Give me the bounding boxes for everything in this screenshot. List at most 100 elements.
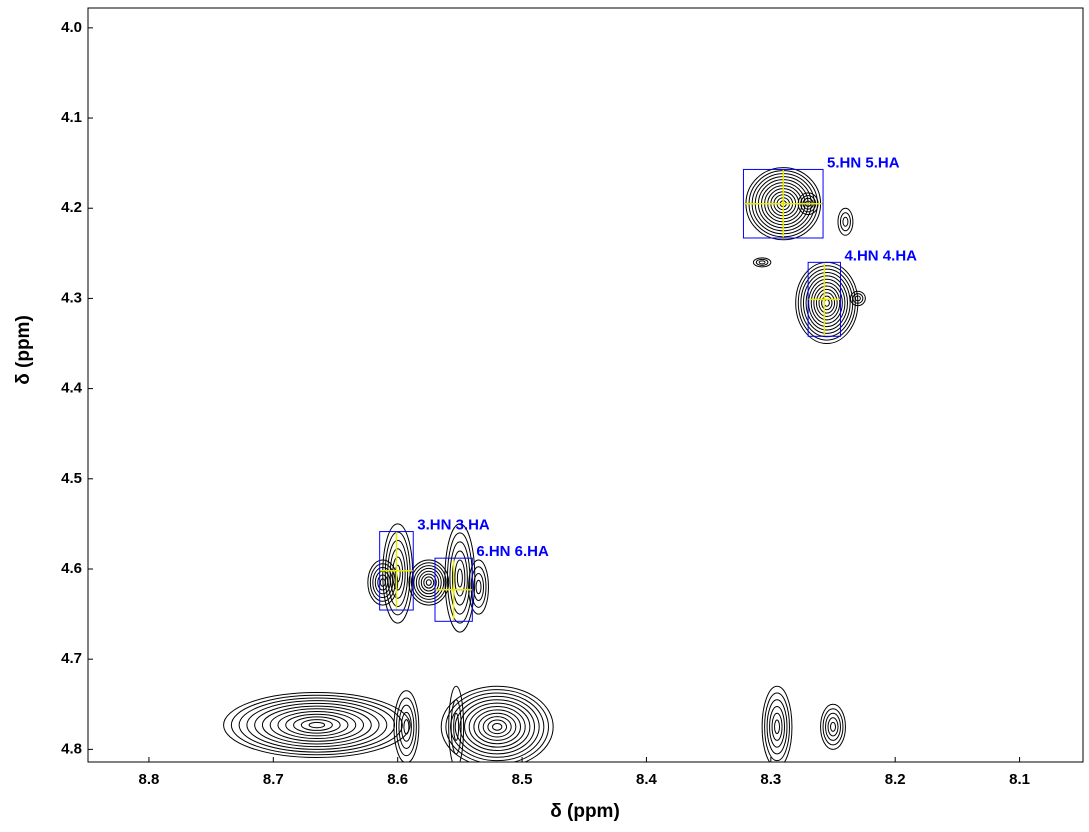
- contour-ring: [839, 212, 851, 232]
- contour: [408, 559, 450, 606]
- y-tick-label: 4.0: [61, 19, 82, 36]
- contour: [795, 261, 859, 345]
- contour-ring: [367, 559, 399, 606]
- contour-ring: [810, 282, 843, 324]
- contour-ring: [802, 271, 851, 334]
- contour: [444, 523, 476, 633]
- x-tick-label: 8.7: [263, 771, 284, 788]
- contour: [468, 559, 489, 615]
- y-tick-label: 4.8: [61, 740, 82, 757]
- peak-label: 6.HN 6.HA: [476, 543, 549, 560]
- contour-ring: [448, 685, 465, 762]
- contour-ring: [758, 260, 766, 265]
- contour-ring: [415, 567, 442, 598]
- contour-ring: [849, 290, 866, 307]
- x-tick-label: 8.1: [1009, 771, 1030, 788]
- y-tick-label: 4.7: [61, 650, 82, 667]
- contour-ring: [769, 706, 785, 748]
- contour-ring: [451, 550, 468, 606]
- contour-ring: [418, 570, 440, 595]
- x-axis-label: δ (ppm): [550, 801, 620, 822]
- peak-box: [742, 168, 824, 239]
- x-tick-label: 8.8: [139, 771, 160, 788]
- contour-ring: [837, 207, 854, 236]
- contour-ring: [384, 531, 411, 616]
- contour-ring: [408, 559, 450, 606]
- contour-ring: [377, 574, 389, 591]
- contour-ring: [392, 556, 404, 591]
- contour-ring: [454, 559, 466, 597]
- x-tick-label: 8.6: [387, 771, 408, 788]
- contour-ring: [372, 566, 394, 599]
- contour-ring: [813, 285, 841, 321]
- contour-ring: [445, 689, 549, 762]
- contour-ring: [464, 702, 531, 752]
- contour-ring: [403, 719, 410, 735]
- y-tick-label: 4.4: [61, 380, 83, 397]
- contour-ring: [400, 711, 412, 742]
- contour-ring: [285, 713, 349, 737]
- contour-ring: [246, 700, 388, 750]
- contour-ring: [482, 716, 512, 738]
- contour: [752, 257, 772, 268]
- contour: [367, 559, 399, 606]
- y-tick-label: 4.1: [61, 109, 82, 126]
- contour-ring: [456, 568, 463, 588]
- contour-ring: [821, 295, 833, 311]
- contour-ring: [269, 708, 364, 742]
- contour-ring: [369, 563, 396, 602]
- peak-label: 3.HN 3.HA: [417, 517, 490, 534]
- contour-ring: [774, 719, 781, 735]
- x-tick-label: 8.3: [760, 771, 781, 788]
- contour-ring: [830, 721, 836, 732]
- contour-ring: [808, 278, 846, 328]
- contour: [849, 290, 866, 307]
- y-tick-label: 4.3: [61, 289, 82, 306]
- contour-ring: [852, 293, 864, 304]
- contour-ring: [300, 719, 333, 731]
- contour-ring: [487, 719, 508, 735]
- y-tick-label: 4.2: [61, 199, 82, 216]
- contour-ring: [395, 697, 417, 757]
- contour-ring: [478, 712, 517, 741]
- contour-ring: [473, 709, 522, 745]
- peak-box: [379, 531, 414, 611]
- contour-ring: [450, 692, 545, 762]
- contour-ring: [854, 295, 861, 302]
- y-tick-label: 4.5: [61, 470, 82, 487]
- contour-ring: [293, 716, 341, 734]
- contour-ring: [398, 704, 415, 749]
- contour-ring: [827, 717, 839, 737]
- contour-ring: [277, 710, 357, 740]
- contour-ring: [261, 705, 372, 745]
- contour-ring: [238, 697, 396, 753]
- contour-ring: [453, 712, 460, 741]
- contour-ring: [393, 690, 420, 762]
- plot-frame: [87, 7, 1084, 763]
- contour-ring: [468, 559, 489, 615]
- contour-ring: [825, 712, 841, 741]
- contour-ring: [795, 261, 859, 345]
- contour-ring: [454, 695, 540, 758]
- plot-area: 5.HN 5.HA 4.HN 4.HA 3.HN 3.HA 6.HN 6.HA: [223, 154, 917, 762]
- contour-ring: [423, 576, 435, 589]
- contour-ring: [223, 692, 411, 758]
- contour-ring: [771, 712, 783, 741]
- x-tick-label: 8.2: [885, 771, 906, 788]
- contour-ring: [818, 292, 836, 314]
- contour-ring: [805, 275, 849, 331]
- contour-ring: [440, 685, 554, 762]
- peak-label: 5.HN 5.HA: [827, 154, 900, 171]
- y-axis-label: δ (ppm): [13, 315, 34, 385]
- contour: [440, 685, 554, 762]
- contour-ring: [459, 699, 536, 755]
- contour-ring: [468, 706, 526, 748]
- contour-ring: [449, 541, 471, 615]
- contour: [837, 207, 854, 236]
- contour: [223, 692, 411, 758]
- contour-ring: [308, 721, 326, 729]
- contour-ring: [820, 703, 846, 750]
- peak-label: 4.HN 4.HA: [844, 247, 917, 264]
